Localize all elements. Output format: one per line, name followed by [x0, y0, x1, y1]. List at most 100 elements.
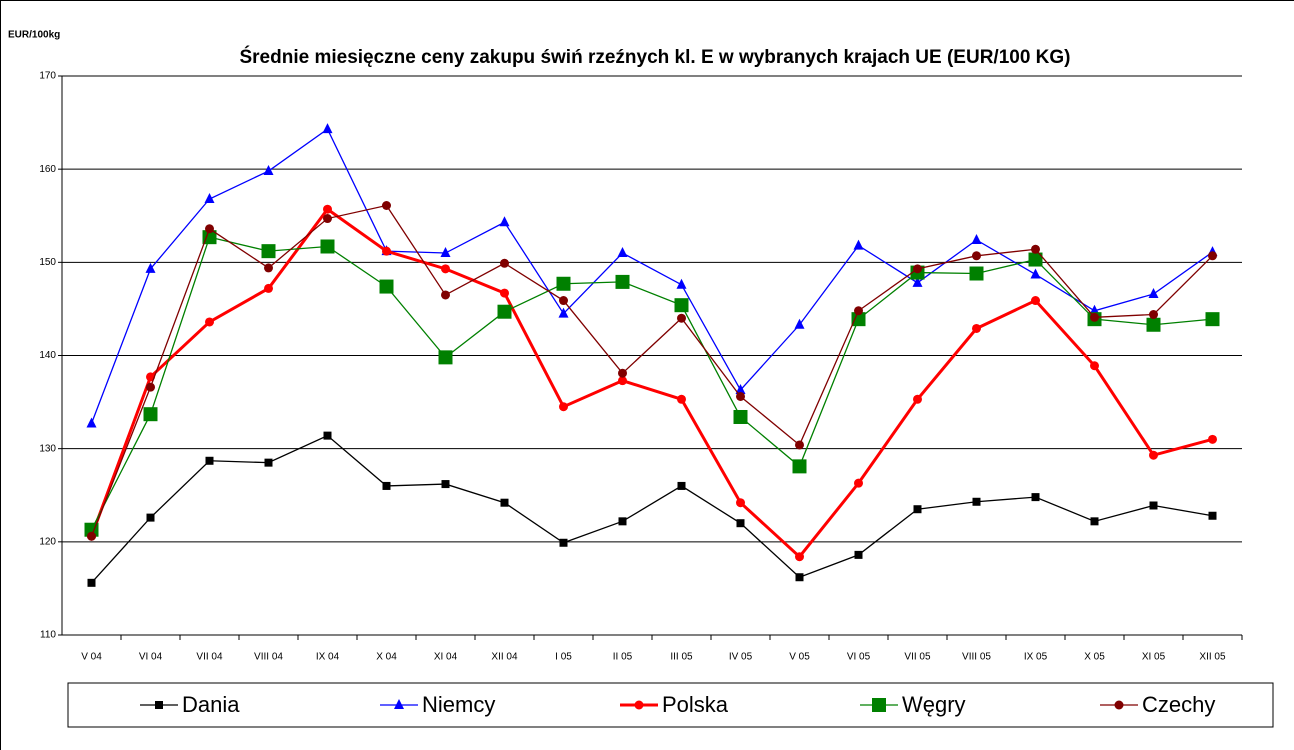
data-point [1030, 268, 1041, 279]
data-point [615, 274, 630, 289]
data-point [382, 481, 391, 490]
x-tick-label: IX 04 [316, 652, 340, 663]
data-point [913, 264, 922, 274]
chart-title: Średnie miesięczne ceny zakupu świń rzeź… [239, 46, 1070, 68]
data-point [795, 440, 804, 450]
data-point [382, 201, 391, 211]
data-point [854, 478, 863, 488]
data-point [500, 258, 509, 268]
data-point [969, 266, 984, 281]
data-point [556, 276, 571, 291]
legend-marker [394, 699, 404, 709]
x-tick-label: XI 04 [434, 652, 458, 663]
legend-marker [1114, 700, 1124, 710]
data-point [441, 480, 450, 489]
x-tick-label: VI 05 [847, 652, 871, 663]
data-point [1208, 511, 1217, 520]
x-tick-label: VI 04 [139, 652, 163, 663]
data-point [145, 262, 156, 273]
x-tick-label: I 05 [555, 652, 572, 663]
legend-label: Niemcy [422, 692, 495, 717]
data-point [854, 550, 863, 559]
x-tick-label: IX 05 [1024, 652, 1048, 663]
data-point [1149, 501, 1158, 510]
legend-label: Czechy [1142, 692, 1215, 717]
data-point [264, 458, 273, 467]
data-point [438, 350, 453, 365]
data-point [913, 505, 922, 514]
data-point [1149, 310, 1158, 320]
legend-box [67, 682, 1274, 728]
y-axis-label: EUR/100kg [8, 30, 60, 41]
data-point [264, 263, 273, 273]
data-point [677, 394, 686, 404]
data-point [853, 239, 864, 250]
x-tick-label: IV 05 [729, 652, 753, 663]
data-point [972, 323, 981, 333]
data-point [972, 251, 981, 261]
data-point [1149, 450, 1158, 460]
data-point [440, 247, 451, 258]
x-tick-label: XI 05 [1142, 652, 1166, 663]
data-point [1090, 517, 1099, 526]
series-line [90, 236, 1213, 531]
series-line [90, 204, 1213, 537]
data-point [323, 214, 332, 224]
x-tick-label: VIII 05 [962, 652, 991, 663]
x-tick-label: X 04 [376, 652, 397, 663]
data-point [972, 497, 981, 506]
data-point [146, 372, 155, 382]
data-point [1031, 296, 1040, 306]
data-point [205, 456, 214, 465]
data-point [322, 123, 333, 134]
data-point [1208, 434, 1217, 444]
data-point [1028, 252, 1043, 267]
data-point [261, 244, 276, 259]
data-point [794, 318, 805, 329]
y-tick-label: 160 [39, 164, 56, 175]
series-line [91, 434, 1213, 584]
data-point [204, 192, 215, 203]
data-point [87, 578, 96, 587]
data-point [202, 230, 217, 245]
y-tick-label: 130 [39, 443, 56, 454]
data-point [263, 165, 274, 176]
data-point [323, 431, 332, 440]
data-point [677, 481, 686, 490]
series-line [90, 128, 1213, 424]
data-point [558, 307, 569, 318]
data-point [795, 573, 804, 582]
data-point [736, 498, 745, 508]
data-point [146, 513, 155, 522]
legend-label: Polska [662, 692, 729, 717]
data-point [559, 296, 568, 306]
data-point [559, 538, 568, 547]
data-point [441, 290, 450, 300]
legend-label: Węgry [902, 692, 966, 717]
x-tick-label: II 05 [613, 652, 633, 663]
data-point [143, 407, 158, 422]
data-point [1090, 361, 1099, 371]
data-point [559, 402, 568, 412]
series-line [90, 207, 1213, 559]
y-tick-label: 170 [39, 71, 56, 82]
data-point [1031, 244, 1040, 254]
data-point [676, 278, 687, 289]
y-tick-label: 120 [39, 536, 56, 547]
data-point [1031, 493, 1040, 502]
legend-marker [155, 701, 163, 709]
legend-marker [634, 700, 644, 710]
data-point [677, 313, 686, 323]
data-point [674, 298, 689, 313]
x-tick-label: X 05 [1084, 652, 1105, 663]
data-point [87, 531, 96, 541]
x-tick-label: V 05 [789, 652, 810, 663]
legend-marker [872, 698, 886, 712]
x-tick-label: V 04 [81, 652, 102, 663]
data-point [733, 409, 748, 424]
data-point [264, 283, 273, 293]
data-point [1205, 312, 1220, 327]
y-tick-label: 110 [40, 630, 56, 641]
data-point [205, 224, 214, 234]
